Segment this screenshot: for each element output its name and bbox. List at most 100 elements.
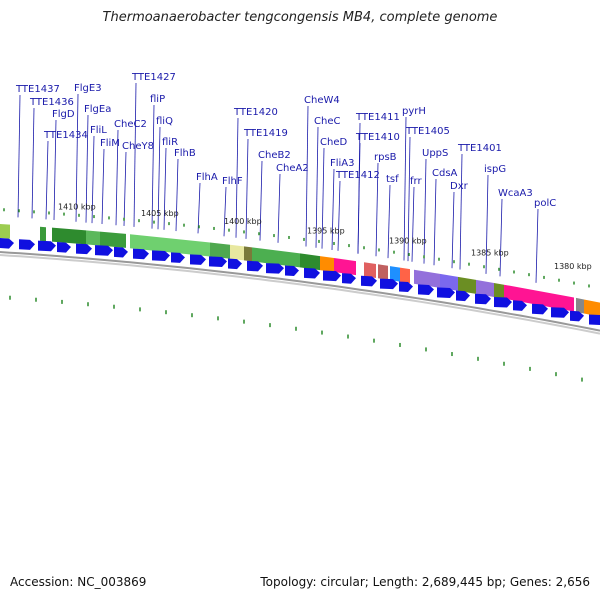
gene-arrow [209, 256, 227, 267]
label-leader-line [235, 117, 239, 238]
gene-arrow [38, 240, 56, 252]
gene-label: TTE1412 [335, 170, 380, 181]
gene-arrow [323, 270, 341, 282]
gene-label: TTE1401 [457, 143, 502, 154]
cog-segment [100, 231, 126, 248]
gene-label: FlgE3 [74, 83, 102, 94]
gene-label: fliQ [156, 116, 173, 127]
label-leader-line [277, 173, 281, 243]
gene-label: fliR [162, 137, 178, 148]
label-leader-line [337, 180, 341, 251]
label-leader-line [223, 186, 227, 237]
gene-arrow [152, 250, 170, 262]
cog-segment [52, 227, 86, 245]
gene-label: TTE1405 [405, 126, 450, 137]
gene-label: frr [410, 176, 422, 187]
gene-label: CheC2 [114, 119, 147, 130]
cog-segment [504, 284, 574, 312]
kbp-label: 1390 kbp [389, 237, 427, 246]
label-leader-line [375, 162, 379, 257]
cog-segment [414, 269, 440, 288]
label-leader-line [407, 136, 411, 262]
backbone-line-inner [0, 254, 600, 335]
gene-label: CheB2 [258, 150, 291, 161]
gene-label: tsf [386, 174, 399, 185]
cog-segment [40, 226, 46, 242]
label-leader-line [31, 107, 35, 219]
gene-arrow [0, 238, 14, 249]
cog-segment [400, 267, 410, 284]
label-leader-line [197, 182, 201, 234]
label-leader-line [163, 147, 167, 230]
cog-segment [364, 262, 376, 278]
cog-segment [300, 253, 320, 271]
kbp-label: 1385 kbp [471, 249, 509, 258]
gene-label: pyrH [402, 106, 426, 117]
gene-arrow [570, 310, 584, 322]
gene-arrow [551, 307, 569, 318]
label-leader-line [411, 186, 415, 262]
gene-label: WcaA3 [498, 188, 533, 199]
gene-label: CheW4 [304, 95, 340, 106]
gene-label: FlhB [174, 148, 196, 159]
gene-label: UppS [422, 148, 448, 159]
gene-arrow [532, 303, 548, 315]
gene-label: TTE1411 [355, 112, 400, 123]
accession-text: Accession: NC_003869 [10, 575, 147, 589]
gene-label: TTE1419 [243, 128, 288, 139]
cog-segment [584, 299, 600, 317]
gene-label: ispG [484, 164, 506, 175]
label-leader-line [151, 104, 155, 229]
label-leader-line [175, 158, 179, 232]
gene-arrow [95, 245, 113, 256]
gene-arrow [304, 267, 320, 279]
label-leader-line [321, 147, 325, 249]
gene-label: FlhF [222, 176, 243, 187]
label-leader-line [91, 135, 95, 224]
gene-arrow [380, 278, 398, 290]
cog-segment [320, 256, 334, 272]
label-leader-line [485, 174, 489, 274]
label-leader-line [133, 82, 137, 227]
gene-label: TTE1420 [233, 107, 278, 118]
label-leader-line [459, 153, 463, 270]
gene-arrow [76, 243, 92, 255]
gene-arrow [418, 284, 434, 295]
cog-segment [0, 224, 10, 239]
cog-segment [210, 242, 230, 259]
gene-arrow [513, 300, 527, 311]
gene-arrow [285, 265, 299, 277]
label-leader-line [157, 126, 161, 230]
gene-label: TTE1427 [131, 72, 176, 83]
cog-segment [576, 297, 584, 314]
label-leader-line [403, 116, 407, 261]
label-leader-line [115, 129, 119, 226]
scale-ticks [3, 208, 590, 382]
gene-arrow [361, 275, 377, 287]
gene-label: CheA2 [276, 163, 309, 174]
gene-arrow [475, 293, 491, 305]
label-leader-line [17, 94, 21, 218]
kbp-label: 1395 kbp [307, 226, 345, 235]
gene-label: CheY8 [122, 141, 154, 152]
gene-arrows [0, 238, 600, 326]
cog-segment [252, 247, 300, 268]
gene-label: TTE1410 [355, 132, 400, 143]
label-leader-line [387, 184, 391, 259]
label-leader-line [85, 114, 89, 223]
label-leader-line [331, 168, 335, 250]
gene-label: FlgEa [84, 104, 111, 115]
cog-segment [244, 246, 252, 262]
gene-label: CdsA [432, 168, 458, 179]
kbp-label: 1400 kbp [224, 217, 262, 226]
gene-arrow [114, 246, 128, 258]
label-leader-line [433, 178, 437, 266]
gene-arrow [589, 314, 600, 326]
label-leader-line [75, 93, 79, 222]
gene-label: FlgD [52, 109, 75, 120]
map-title: Thermoanaerobacter tengcongensis MB4, co… [102, 10, 498, 25]
genome-backbone [0, 251, 600, 335]
